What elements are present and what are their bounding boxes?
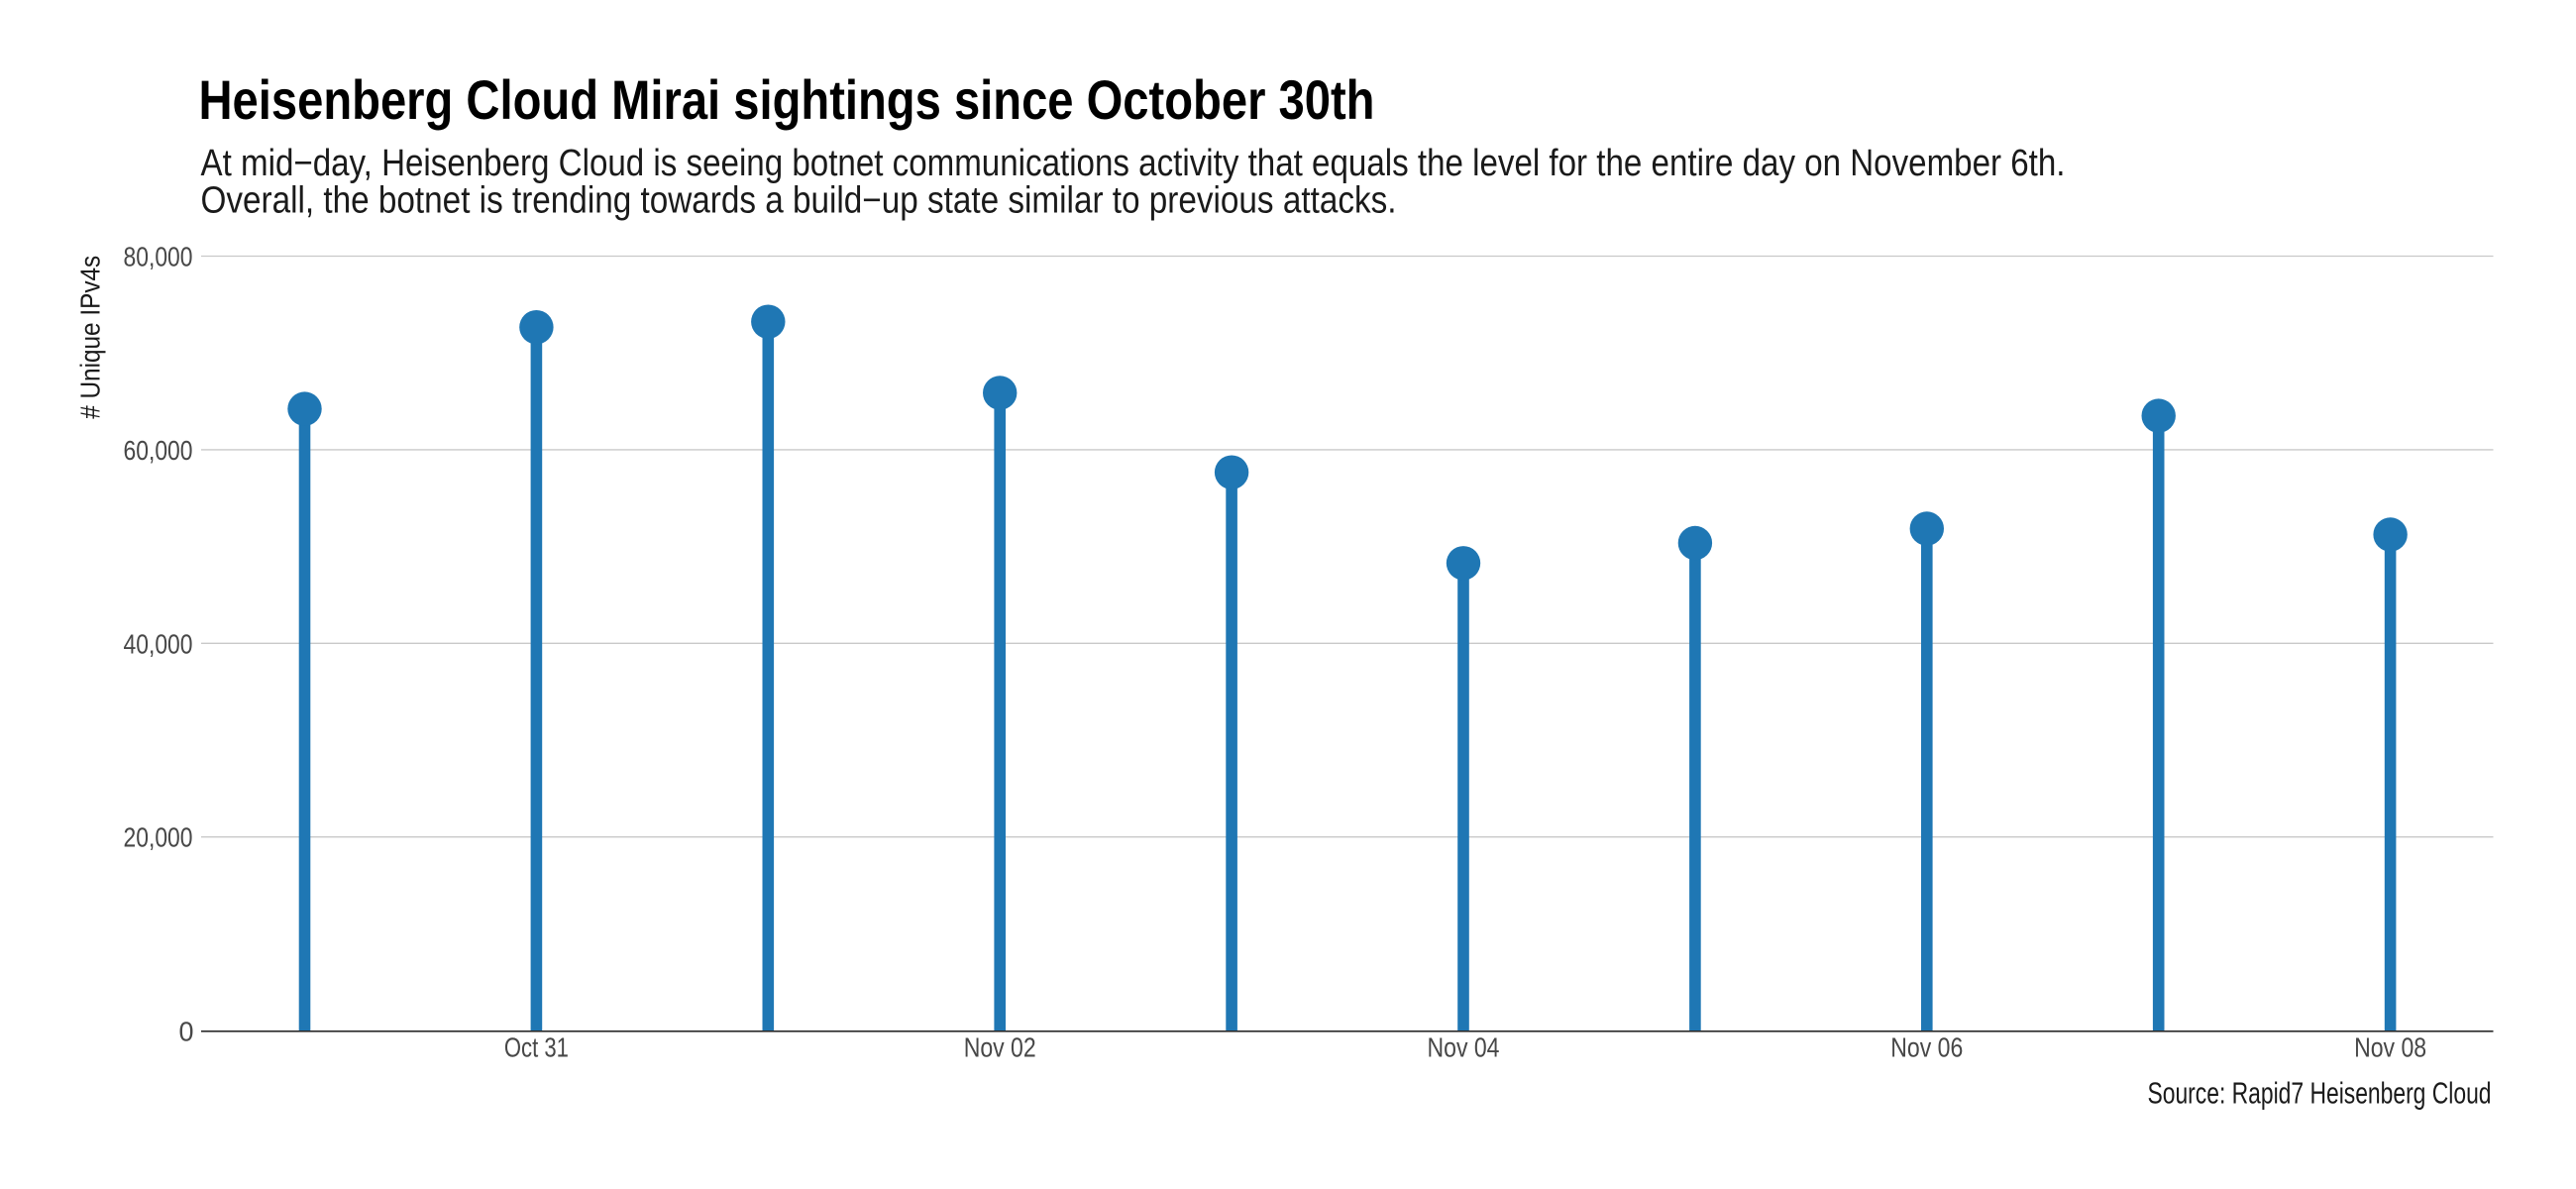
svg-text:80,000: 80,000: [124, 242, 193, 272]
svg-text:Overall, the botnet is trendin: Overall, the botnet is trending towards …: [201, 179, 1397, 222]
svg-text:# Unique IPv4s: # Unique IPv4s: [75, 256, 106, 419]
svg-text:Nov 06: Nov 06: [1890, 1032, 1963, 1063]
svg-text:Nov 04: Nov 04: [1428, 1032, 1500, 1063]
svg-text:20,000: 20,000: [124, 822, 193, 853]
svg-text:0: 0: [179, 1017, 194, 1047]
svg-text:Oct 31: Oct 31: [504, 1032, 569, 1063]
svg-text:Heisenberg Cloud Mirai sightin: Heisenberg Cloud Mirai sightings since O…: [199, 68, 1375, 131]
svg-text:Nov 08: Nov 08: [2354, 1032, 2426, 1063]
svg-text:40,000: 40,000: [124, 628, 193, 659]
svg-text:Nov 02: Nov 02: [964, 1032, 1036, 1063]
svg-text:60,000: 60,000: [124, 435, 193, 466]
svg-text:Source: Rapid7 Heisenberg Clou: Source: Rapid7 Heisenberg Cloud: [2148, 1075, 2492, 1110]
svg-text:At mid−day, Heisenberg Cloud i: At mid−day, Heisenberg Cloud is seeing b…: [201, 142, 2066, 184]
